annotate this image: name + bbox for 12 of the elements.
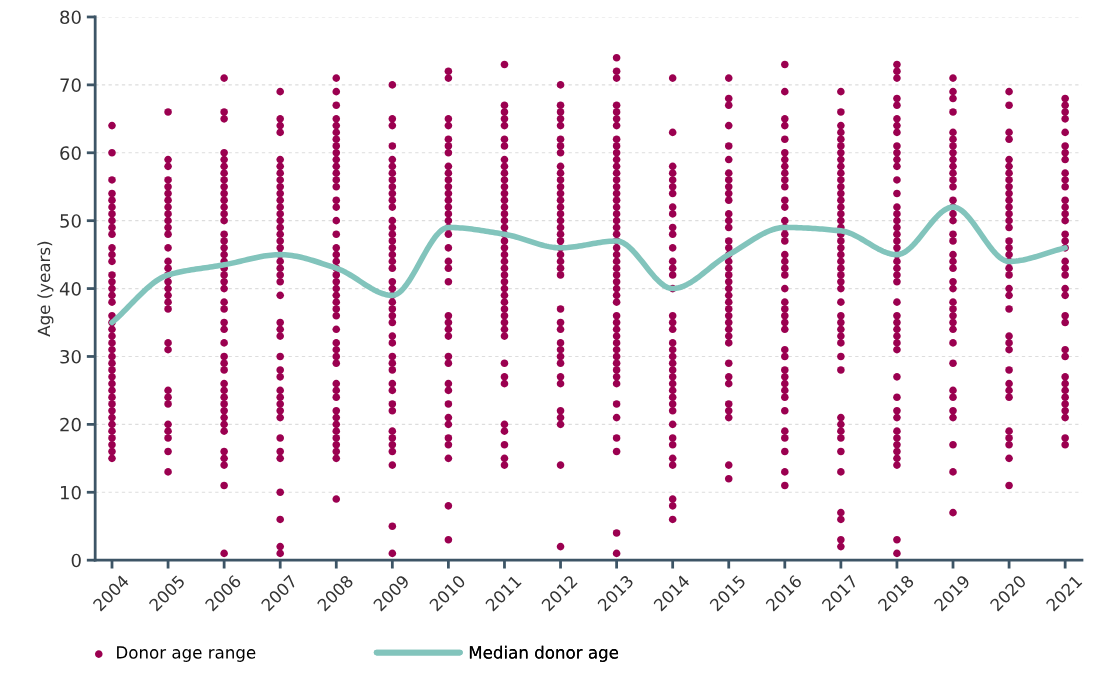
y-tick-label: 60 [60, 146, 81, 160]
y-tick-label: 50 [60, 214, 81, 228]
y-tick-label: 20 [60, 417, 81, 432]
y-tick-label: 80 [60, 10, 81, 25]
y-tick-label: 10 [60, 485, 81, 500]
y-axis-title: Age (years) [37, 241, 54, 337]
legend-label: Donor age range [117, 646, 256, 662]
legend-label: Median donor age [469, 645, 619, 662]
y-tick-label: 30 [60, 349, 81, 364]
y-tick-label: 0 [71, 553, 81, 568]
y-tick-label: 70 [60, 78, 81, 92]
y-tick-label: 40 [59, 282, 81, 296]
